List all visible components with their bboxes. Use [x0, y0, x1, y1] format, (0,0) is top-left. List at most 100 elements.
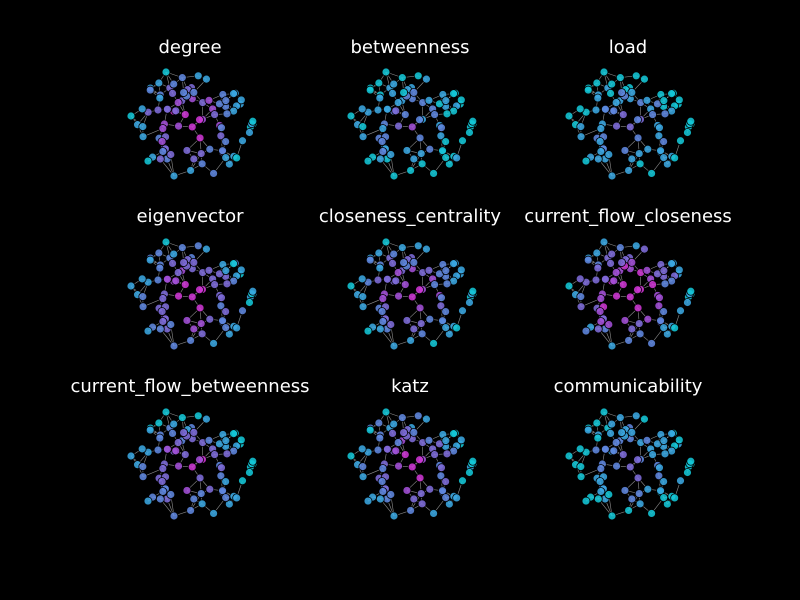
graph-node	[389, 419, 399, 429]
graph-node	[363, 156, 373, 166]
graph-node	[607, 511, 617, 521]
graph-node	[468, 116, 478, 126]
graph-node	[627, 258, 637, 267]
graph-node	[437, 463, 446, 473]
graph-node	[221, 436, 231, 446]
graph-node	[617, 428, 627, 437]
graph-node	[232, 493, 242, 503]
graph-node	[659, 323, 669, 333]
graph-node	[248, 456, 258, 466]
graph-node	[195, 133, 205, 143]
graph-node	[612, 291, 621, 301]
graph-node	[402, 146, 412, 155]
graph-node	[592, 248, 602, 258]
graph-node	[670, 323, 680, 333]
graph-node	[618, 110, 628, 119]
graph-node	[465, 128, 474, 137]
graph-node	[145, 255, 155, 265]
graph-node	[154, 248, 164, 258]
panel-title: current_flow_betweenness	[70, 376, 309, 397]
graph-node	[595, 307, 605, 316]
graph-node	[413, 241, 423, 251]
graph-node	[624, 506, 634, 515]
graph-node	[391, 106, 401, 116]
panel-current-flow-betweenness: current_flow_betweenness	[70, 376, 310, 521]
graph-node	[374, 418, 384, 428]
graph-node	[625, 292, 635, 302]
graph-node	[177, 413, 187, 423]
graph-node	[373, 105, 383, 115]
graph-node	[606, 89, 615, 98]
graph-node	[196, 319, 206, 328]
graph-node	[564, 451, 574, 461]
graph-node	[683, 128, 692, 137]
panel-title: current_flow_closeness	[524, 206, 732, 227]
graph-node	[452, 153, 462, 163]
graph-node	[468, 456, 478, 466]
panel-title: degree	[158, 37, 221, 58]
graph-node	[599, 67, 609, 77]
panel-communicability: communicability	[554, 376, 703, 521]
graph-node	[187, 122, 197, 132]
graph-node	[422, 244, 431, 254]
graph-node	[394, 461, 403, 471]
graph-node	[596, 124, 606, 133]
graph-node	[397, 413, 407, 423]
graph-node	[416, 489, 426, 498]
graph-node	[357, 274, 367, 284]
graph-node	[627, 88, 637, 97]
graph-node	[209, 509, 218, 518]
graph-node	[174, 461, 183, 471]
graph-node	[634, 319, 644, 328]
graph-node	[196, 489, 206, 498]
graph-node	[186, 166, 196, 175]
graph-node	[456, 265, 466, 275]
graph-node	[564, 281, 574, 291]
graph-node	[441, 96, 451, 106]
graph-node	[607, 419, 617, 429]
graph-node	[612, 121, 621, 131]
graph-node	[391, 446, 401, 456]
graph-node	[389, 171, 399, 181]
graph-node	[648, 450, 658, 459]
graph-node	[358, 292, 368, 302]
graph-node	[575, 444, 585, 454]
graph-node	[137, 274, 147, 284]
graph-node	[604, 150, 614, 159]
graph-node	[633, 473, 643, 483]
graph-node	[221, 96, 231, 106]
graph-node	[655, 463, 664, 473]
graph-node	[126, 281, 136, 291]
graph-node	[399, 88, 409, 97]
graph-node	[195, 303, 205, 313]
graph-node	[357, 104, 367, 114]
graph-node	[186, 336, 196, 345]
graph-node	[375, 433, 385, 443]
graph-node	[634, 489, 644, 498]
graph-node	[615, 73, 625, 83]
graph-node	[618, 450, 628, 459]
panel-title: load	[609, 37, 647, 58]
graph-node	[607, 341, 617, 351]
graph-node	[429, 169, 438, 178]
graph-node	[593, 494, 603, 504]
graph-node	[456, 435, 466, 445]
graph-node	[441, 436, 451, 446]
graph-node	[365, 425, 375, 435]
graph-node	[429, 509, 438, 518]
graph-node	[177, 73, 187, 83]
graph-node	[625, 122, 635, 132]
graph-node	[633, 303, 643, 313]
graph-node	[415, 303, 425, 313]
graph-node	[346, 281, 356, 291]
graph-node	[126, 111, 136, 121]
graph-node	[607, 171, 617, 181]
graph-node	[407, 122, 417, 132]
graph-node	[168, 259, 177, 268]
panel-title: katz	[391, 376, 429, 397]
graph-node	[409, 88, 419, 97]
graph-node	[417, 329, 427, 339]
graph-node	[615, 413, 625, 423]
graph-node	[174, 291, 183, 301]
graph-node	[210, 450, 220, 459]
